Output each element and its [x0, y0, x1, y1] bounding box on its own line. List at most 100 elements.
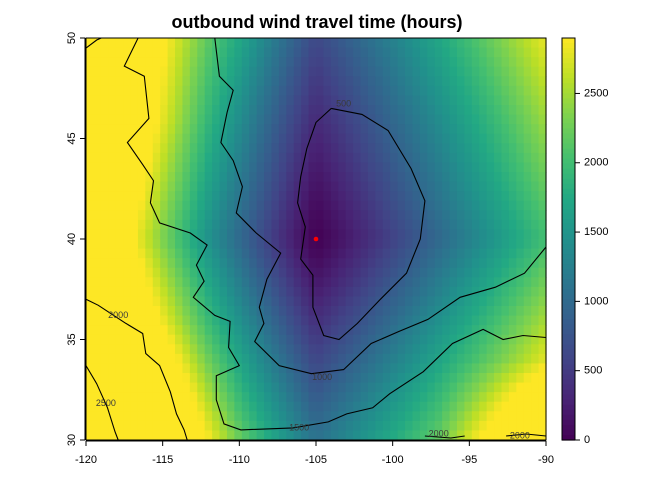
heatmap-cell — [189, 392, 198, 403]
heatmap-cell — [145, 306, 154, 317]
heatmap-cell — [256, 267, 265, 278]
heatmap-cell — [145, 105, 154, 116]
heatmap-cell — [508, 315, 517, 326]
heatmap-cell — [152, 286, 161, 298]
heatmap-cell — [523, 76, 532, 87]
heatmap-cell — [115, 401, 124, 412]
heatmap-cell — [360, 420, 369, 432]
heatmap-cell — [456, 248, 465, 259]
heatmap-cell — [271, 191, 280, 202]
heatmap-cell — [419, 277, 428, 288]
heatmap-cell — [115, 66, 124, 77]
heatmap-cell — [197, 344, 206, 355]
heatmap-cell — [197, 114, 206, 125]
heatmap-cell — [471, 38, 480, 49]
heatmap-cell — [397, 430, 406, 441]
heatmap-cell — [160, 95, 169, 106]
heatmap-cell — [182, 239, 191, 250]
heatmap-cell — [471, 420, 480, 432]
heatmap-cell — [345, 248, 354, 259]
heatmap-cell — [264, 210, 273, 221]
heatmap-cell — [115, 353, 124, 365]
heatmap-cell — [442, 124, 451, 135]
heatmap-cell — [479, 315, 488, 326]
heatmap-cell — [212, 315, 221, 326]
heatmap-cell — [419, 353, 428, 365]
heatmap-cell — [145, 382, 154, 393]
colorbar-segment — [562, 103, 575, 109]
heatmap-cell — [501, 66, 510, 77]
heatmap-cell — [197, 219, 206, 231]
heatmap-cell — [367, 382, 376, 393]
heatmap-cell — [330, 162, 339, 173]
heatmap-cell — [189, 172, 198, 183]
heatmap-cell — [271, 219, 280, 231]
heatmap-cell — [293, 286, 302, 298]
heatmap-cell — [531, 47, 540, 58]
heatmap-cell — [234, 363, 243, 374]
heatmap-cell — [301, 76, 310, 87]
heatmap-cell — [249, 401, 258, 412]
heatmap-cell — [145, 85, 154, 97]
heatmap-cell — [301, 57, 310, 68]
heatmap-cell — [182, 38, 191, 49]
heatmap-cell — [501, 315, 510, 326]
heatmap-cell — [241, 133, 250, 144]
heatmap-cell — [219, 258, 228, 269]
heatmap-cell — [241, 219, 250, 231]
heatmap-cell — [479, 200, 488, 211]
heatmap-cell — [375, 373, 384, 384]
heatmap-cell — [353, 286, 362, 298]
heatmap-cell — [456, 229, 465, 240]
heatmap-cell — [160, 306, 169, 317]
heatmap-cell — [249, 325, 258, 336]
heatmap-cell — [86, 200, 95, 211]
heatmap-cell — [212, 363, 221, 374]
heatmap-cell — [353, 210, 362, 221]
heatmap-cell — [471, 315, 480, 326]
heatmap-cell — [182, 76, 191, 87]
heatmap-cell — [456, 353, 465, 365]
heatmap-cell — [449, 210, 458, 221]
heatmap-cell — [130, 133, 139, 144]
heatmap-cell — [360, 239, 369, 250]
heatmap-cell — [427, 219, 436, 231]
heatmap-cell — [256, 401, 265, 412]
heatmap-cell — [189, 411, 198, 422]
heatmap-cell — [152, 353, 161, 365]
heatmap-cell — [323, 248, 332, 259]
heatmap-cell — [538, 191, 547, 202]
heatmap-cell — [197, 258, 206, 269]
heatmap-cell — [182, 392, 191, 403]
heatmap-cell — [449, 420, 458, 432]
heatmap-cell — [249, 47, 258, 58]
heatmap-cell — [345, 57, 354, 68]
heatmap-cell — [189, 277, 198, 288]
contour-label: 1500 — [289, 422, 309, 432]
heatmap-cell — [353, 296, 362, 307]
heatmap-cell — [486, 57, 495, 68]
heatmap-cell — [316, 267, 325, 278]
heatmap-cell — [486, 229, 495, 240]
heatmap-cell — [345, 200, 354, 211]
heatmap-cell — [204, 296, 213, 307]
heatmap-cell — [427, 200, 436, 211]
heatmap-cell — [145, 239, 154, 250]
heatmap-cell — [130, 344, 139, 355]
heatmap-cell — [367, 411, 376, 422]
heatmap-cell — [100, 124, 109, 135]
heatmap-cell — [197, 57, 206, 68]
heatmap-cell — [108, 420, 117, 432]
heatmap-cell — [219, 344, 228, 355]
heatmap-cell — [345, 143, 354, 154]
heatmap-cell — [175, 76, 184, 87]
heatmap-cell — [412, 133, 421, 144]
heatmap-cell — [271, 47, 280, 58]
heatmap-cell — [226, 239, 235, 250]
heatmap-cell — [271, 162, 280, 173]
heatmap-cell — [427, 325, 436, 336]
heatmap-cell — [293, 334, 302, 345]
heatmap-cell — [427, 258, 436, 269]
heatmap-cell — [353, 363, 362, 374]
heatmap-cell — [375, 401, 384, 412]
